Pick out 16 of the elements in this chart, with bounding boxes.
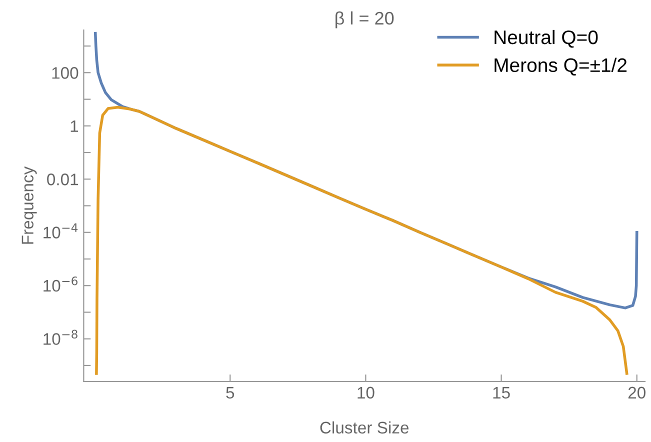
y-tick-label: 0.01 <box>47 174 78 186</box>
y-tick-label: 10$^{−4}$ <box>44 223 78 238</box>
chart-title: β l = 20 <box>336 11 394 28</box>
x-tick-label: 10 <box>358 386 374 399</box>
y-tick-label: 10$^{−8}$ <box>44 330 78 345</box>
legend-label: Merons Q=±1/2 <box>494 58 627 76</box>
x-tick-label: 20 <box>628 386 646 399</box>
legend-label: Neutral Q=0 <box>494 30 598 48</box>
y-tick-label: 1 <box>70 120 78 132</box>
y-tick-label: 10$^{−6}$ <box>44 276 78 292</box>
y-tick-label: 100 <box>52 67 78 79</box>
x-tick-label: 5 <box>226 386 234 399</box>
x-tick-label: 15 <box>493 386 510 399</box>
y-axis-title: Frequency <box>22 166 37 244</box>
line-series <box>95 106 628 375</box>
x-axis-title: Cluster Size <box>320 421 409 434</box>
